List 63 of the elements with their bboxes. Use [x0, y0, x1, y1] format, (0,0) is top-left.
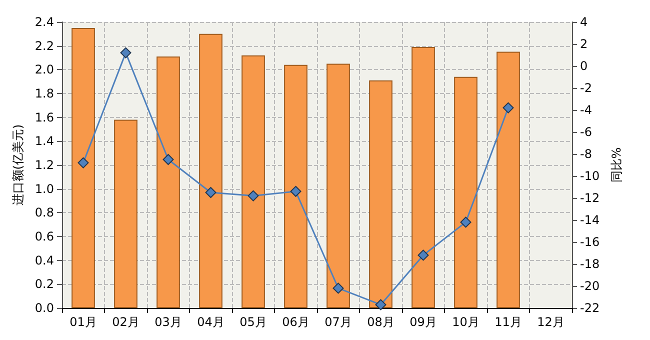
x-tick-label: 07月: [324, 315, 352, 329]
y-tick-label: 2.4: [34, 15, 54, 29]
bar: [412, 47, 435, 308]
y2-tick-label: -8: [580, 147, 592, 161]
x-tick-label: 11月: [494, 315, 522, 329]
point: [460, 216, 472, 228]
y-tick-label: 1.4: [34, 134, 54, 148]
y-tick-label: 2.0: [34, 62, 54, 77]
point: [120, 47, 132, 58]
y-tick-label: 1.8: [34, 86, 54, 100]
point: [375, 299, 386, 310]
x-tick-label: 12月: [537, 315, 564, 329]
y2-tick-label: 4: [580, 15, 588, 29]
point: [418, 250, 429, 261]
y-tick-label: 1.2: [34, 158, 54, 172]
point: [332, 282, 344, 294]
y-tick-label: 1.6: [34, 110, 54, 124]
bar: [369, 80, 392, 308]
y2-tick-label: -20: [580, 279, 600, 293]
bar: [326, 64, 350, 308]
point: [290, 186, 302, 197]
y2-tick-label: 0: [580, 59, 588, 73]
bar: [114, 120, 138, 308]
bar: [454, 76, 478, 308]
x-tick-label: 06月: [282, 315, 310, 329]
bar: [284, 64, 308, 308]
y2-tick-label: 2: [580, 37, 588, 51]
x-tick-label: 09月: [410, 315, 437, 329]
y2-tick-label: -14: [580, 213, 600, 227]
y2-tick-label: -2: [580, 81, 592, 95]
bar: [496, 52, 520, 308]
y2-tick-label: -18: [580, 257, 600, 271]
x-tick-label: 08月: [367, 315, 394, 329]
bar: [199, 34, 222, 308]
point: [248, 190, 259, 202]
x-tick-label: 05月: [240, 315, 267, 329]
y2-tick-label: -6: [580, 125, 592, 139]
x-tick-label: 03月: [154, 315, 182, 329]
x-tick-label: 10月: [452, 315, 480, 329]
bar: [242, 55, 265, 308]
point: [162, 154, 174, 165]
point: [502, 102, 514, 114]
y-axis-title: 进口额(亿美元): [11, 124, 25, 206]
y2-tick-label: -10: [580, 169, 600, 183]
bar: [72, 28, 95, 308]
y2-axis-title: 同比%: [610, 147, 624, 183]
point: [205, 187, 216, 198]
y2-tick-label: -4: [580, 103, 592, 117]
y2-tick-label: -12: [580, 191, 600, 205]
y-tick-label: 0.0: [34, 301, 54, 315]
y-tick-label: 1.0: [34, 182, 54, 196]
x-tick-label: 04月: [197, 315, 224, 329]
bar: [156, 56, 180, 308]
x-tick-label: 02月: [112, 315, 140, 329]
y2-tick-label: -22: [580, 301, 600, 315]
y-tick-label: 0.2: [34, 277, 54, 292]
point: [78, 157, 89, 168]
y-tick-label: 0.4: [34, 253, 54, 268]
y-tick-label: 2.2: [34, 38, 54, 53]
y-tick-label: 0.8: [34, 206, 54, 220]
y2-tick-label: -16: [580, 235, 600, 249]
x-tick-label: 01月: [70, 315, 97, 329]
y-tick-label: 0.6: [34, 230, 54, 244]
